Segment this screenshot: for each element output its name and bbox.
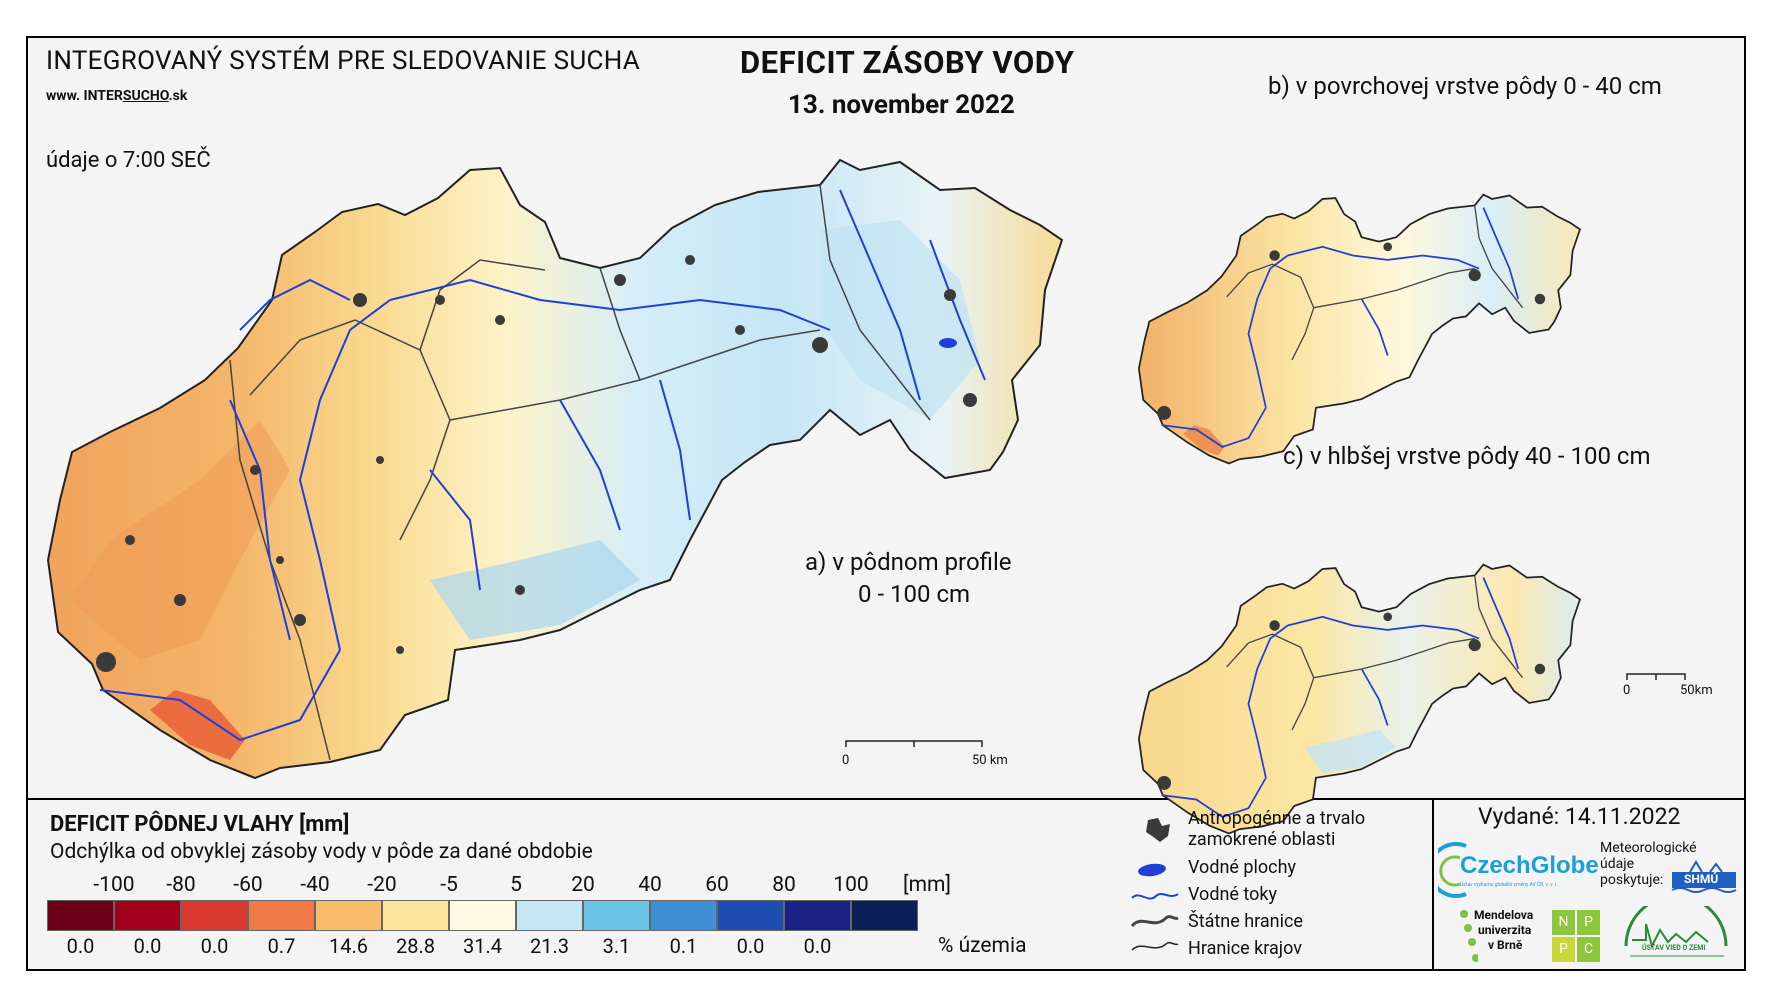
legend-area-percent: 21.3 <box>530 934 569 958</box>
map-date: 13. november 2022 <box>788 90 1015 120</box>
map-title: DEFICIT ZÁSOBY VODY <box>740 44 1075 81</box>
state-border-key-label: Štátne hranice <box>1188 911 1303 932</box>
state-border-key-icon <box>1130 915 1179 928</box>
uvz-logo: ÚSTAV VIED O ZEMI <box>1616 894 1738 966</box>
urban-areas-c <box>1157 612 1546 790</box>
region-border-key-label: Hranice krajov <box>1188 938 1302 959</box>
legend-area-percent: 0.0 <box>66 934 95 958</box>
drought-hotspot-a <box>150 690 245 760</box>
panel-c-label: c) v hlbšej vrstve pôdy 40 - 100 cm <box>1283 442 1651 470</box>
data-time-note: údaje o 7:00 SEČ <box>46 148 211 173</box>
legend-swatch <box>784 900 851 931</box>
system-title: INTEGROVANÝ SYSTÉM PRE SLEDOVANIE SUCHA <box>46 46 641 76</box>
map-b <box>1137 193 1582 465</box>
issued-date: Vydané: 14.11.2022 <box>1478 803 1681 830</box>
wet-zone-east-a <box>820 220 980 420</box>
legend-area-percent: 0.7 <box>267 934 296 958</box>
legend-tick-label: 20 <box>571 873 595 897</box>
urban-key-icon <box>1146 818 1170 842</box>
nppc-logo: N P P C <box>1552 910 1600 962</box>
scale-small-zero: 0 <box>1623 683 1631 698</box>
urban-areas-a <box>96 255 977 672</box>
drought-zone-west-a <box>70 420 290 660</box>
legend-swatch <box>650 900 717 931</box>
legend-swatch <box>851 900 918 931</box>
scale-bar-small <box>1626 673 1686 680</box>
legend-subtitle: Odchýlka od obvyklej zásoby vody v pôde … <box>50 840 593 864</box>
legend-tick-label: 100 <box>833 873 869 897</box>
legend-tick-label: -40 <box>300 873 330 897</box>
urban-key-label: Antropogénne a trvalo zamokrené oblasti <box>1188 808 1366 850</box>
legend-tick-label: 80 <box>772 873 796 897</box>
website-link[interactable]: www. INTERSUCHO.sk <box>46 88 188 104</box>
legend-tick-label: 5 <box>510 873 522 897</box>
legend-swatch <box>47 900 114 931</box>
legend-swatch <box>583 900 650 931</box>
legend-tick-label: 40 <box>638 873 662 897</box>
region-borders-b <box>1226 205 1524 361</box>
panel-b-label: b) v povrchovej vrstve pôdy 0 - 40 cm <box>1268 72 1662 100</box>
legend-title: DEFICIT PÔDNEJ VLAHY [mm] <box>50 812 350 837</box>
legend-unit: [mm] <box>903 873 951 897</box>
legend-tick-label: -80 <box>166 873 196 897</box>
scale-small-end: 50km <box>1680 683 1713 698</box>
drought-hotspot-b <box>1183 425 1225 456</box>
legend-swatch <box>315 900 382 931</box>
panel-a-depth: 0 - 100 cm <box>858 580 971 608</box>
region-borders-a <box>229 184 931 761</box>
legend-tick-label: 60 <box>705 873 729 897</box>
panel-a-label: a) v pôdnom profile <box>805 548 1012 576</box>
legend-swatch <box>181 900 248 931</box>
legend-swatch <box>717 900 784 931</box>
legend-area-percent: 0.0 <box>803 934 832 958</box>
water-body-a <box>939 338 957 348</box>
wet-zone-south-a <box>430 540 640 640</box>
rivers-b <box>1161 207 1520 448</box>
legend-swatch <box>449 900 516 931</box>
legend-area-percent: 0.1 <box>669 934 698 958</box>
urban-areas-b <box>1157 242 1546 420</box>
legend-area-percent: 31.4 <box>463 934 502 958</box>
logo-divider <box>1432 798 1434 971</box>
czechglobe-logo: CzechGlobe Ústav výzkumu globální změny … <box>1428 838 1599 900</box>
legend-tick-label: -60 <box>233 873 263 897</box>
region-border-key-icon <box>1131 941 1179 951</box>
scale-main-zero: 0 <box>842 753 850 768</box>
river-key-icon <box>1131 893 1179 900</box>
river-key-label: Vodné toky <box>1188 884 1278 905</box>
meteo-provider: Meteorologické údaje poskytuje: <box>1600 840 1697 888</box>
legend-tick-label: -5 <box>440 873 458 897</box>
map-c <box>1137 563 1582 835</box>
legend-area-percent: 28.8 <box>396 934 435 958</box>
legend-swatch <box>248 900 315 931</box>
scale-main-end: 50 km <box>972 753 1008 768</box>
legend-swatch <box>114 900 181 931</box>
shmu-logo: SHMÚ <box>1670 860 1740 894</box>
legend-swatch <box>516 900 583 931</box>
legend-area-percent: 14.6 <box>329 934 368 958</box>
legend-area-percent: 0.0 <box>133 934 162 958</box>
legend-tick-label: -100 <box>93 873 135 897</box>
water-key-label: Vodné plochy <box>1188 857 1297 878</box>
area-label: % územia <box>938 934 1027 958</box>
water-key-icon <box>1138 863 1166 877</box>
rivers-c <box>1161 577 1520 818</box>
legend-divider <box>26 798 1746 800</box>
wet-zone-c <box>1305 729 1397 774</box>
slovakia-outline-b <box>1137 193 1582 465</box>
legend-area-percent: 0.0 <box>200 934 229 958</box>
map-a <box>46 158 1064 780</box>
legend-tick-label: -20 <box>367 873 397 897</box>
legend-area-percent: 0.0 <box>736 934 765 958</box>
legend-area-percent: 3.1 <box>602 934 631 958</box>
region-borders-c <box>1226 575 1524 731</box>
scale-bar-main <box>845 740 983 747</box>
slovakia-outline-c <box>1137 563 1582 835</box>
legend-swatch <box>382 900 449 931</box>
rivers-a <box>99 189 986 742</box>
mendel-university-logo: Mendelova univerzita v Brně <box>1458 908 1548 966</box>
